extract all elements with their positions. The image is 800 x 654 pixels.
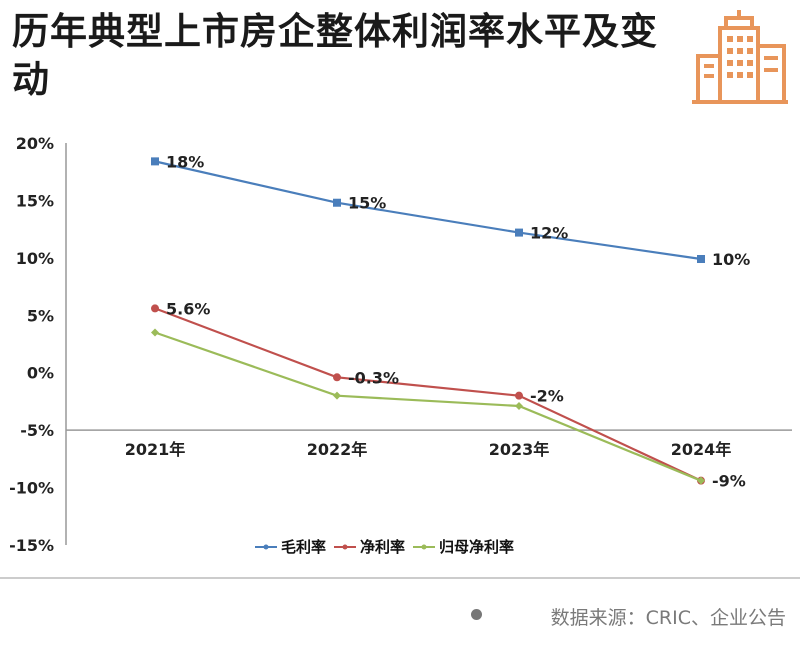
x-tick-label: 2023年 bbox=[489, 440, 550, 459]
legend-label: 毛利率 bbox=[281, 538, 326, 556]
data-label: -2% bbox=[530, 387, 564, 406]
bullet-dot bbox=[471, 609, 482, 620]
y-tick-label: 20% bbox=[16, 134, 54, 153]
y-tick-label: 0% bbox=[27, 364, 54, 383]
x-tick-label: 2024年 bbox=[671, 440, 732, 459]
data-point bbox=[515, 402, 523, 411]
legend-label: 归母净利率 bbox=[439, 538, 514, 556]
y-tick-label: 10% bbox=[16, 249, 54, 268]
data-label: 10% bbox=[712, 250, 750, 269]
data-point bbox=[151, 157, 159, 166]
divider bbox=[0, 577, 800, 579]
data-label: 5.6% bbox=[166, 299, 210, 318]
y-tick-label: -15% bbox=[9, 536, 54, 555]
chart-title: 历年典型上市房企整体利润率水平及变动 bbox=[12, 10, 658, 101]
building-logo-icon bbox=[692, 10, 788, 104]
data-label: 15% bbox=[348, 194, 386, 213]
series-line-1 bbox=[154, 307, 702, 482]
source-note: 数据来源：CRIC、企业公告 bbox=[550, 607, 786, 629]
legend-marker bbox=[342, 544, 348, 550]
data-label: 18% bbox=[166, 152, 204, 171]
y-tick-label: -10% bbox=[9, 479, 54, 498]
data-label: 12% bbox=[530, 224, 568, 243]
data-point bbox=[333, 373, 341, 382]
legend-marker bbox=[421, 544, 427, 550]
series-line-0 bbox=[154, 160, 702, 261]
data-label: -0.3% bbox=[348, 368, 399, 387]
data-point bbox=[333, 198, 341, 207]
data-point bbox=[515, 391, 523, 400]
y-tick-label: 5% bbox=[27, 306, 54, 325]
y-tick-label: -5% bbox=[20, 421, 54, 440]
legend-marker bbox=[263, 544, 269, 550]
data-label: -9% bbox=[712, 472, 746, 491]
legend-label: 净利率 bbox=[360, 538, 405, 556]
data-point bbox=[697, 255, 705, 264]
x-tick-label: 2021年 bbox=[125, 440, 186, 459]
series-line-2 bbox=[154, 331, 702, 482]
data-point bbox=[697, 476, 705, 485]
x-tick-label: 2022年 bbox=[307, 440, 368, 459]
data-point bbox=[151, 328, 159, 337]
y-tick-label: 15% bbox=[16, 191, 54, 210]
data-point bbox=[515, 228, 523, 237]
data-point bbox=[151, 304, 159, 313]
data-point bbox=[333, 391, 341, 400]
